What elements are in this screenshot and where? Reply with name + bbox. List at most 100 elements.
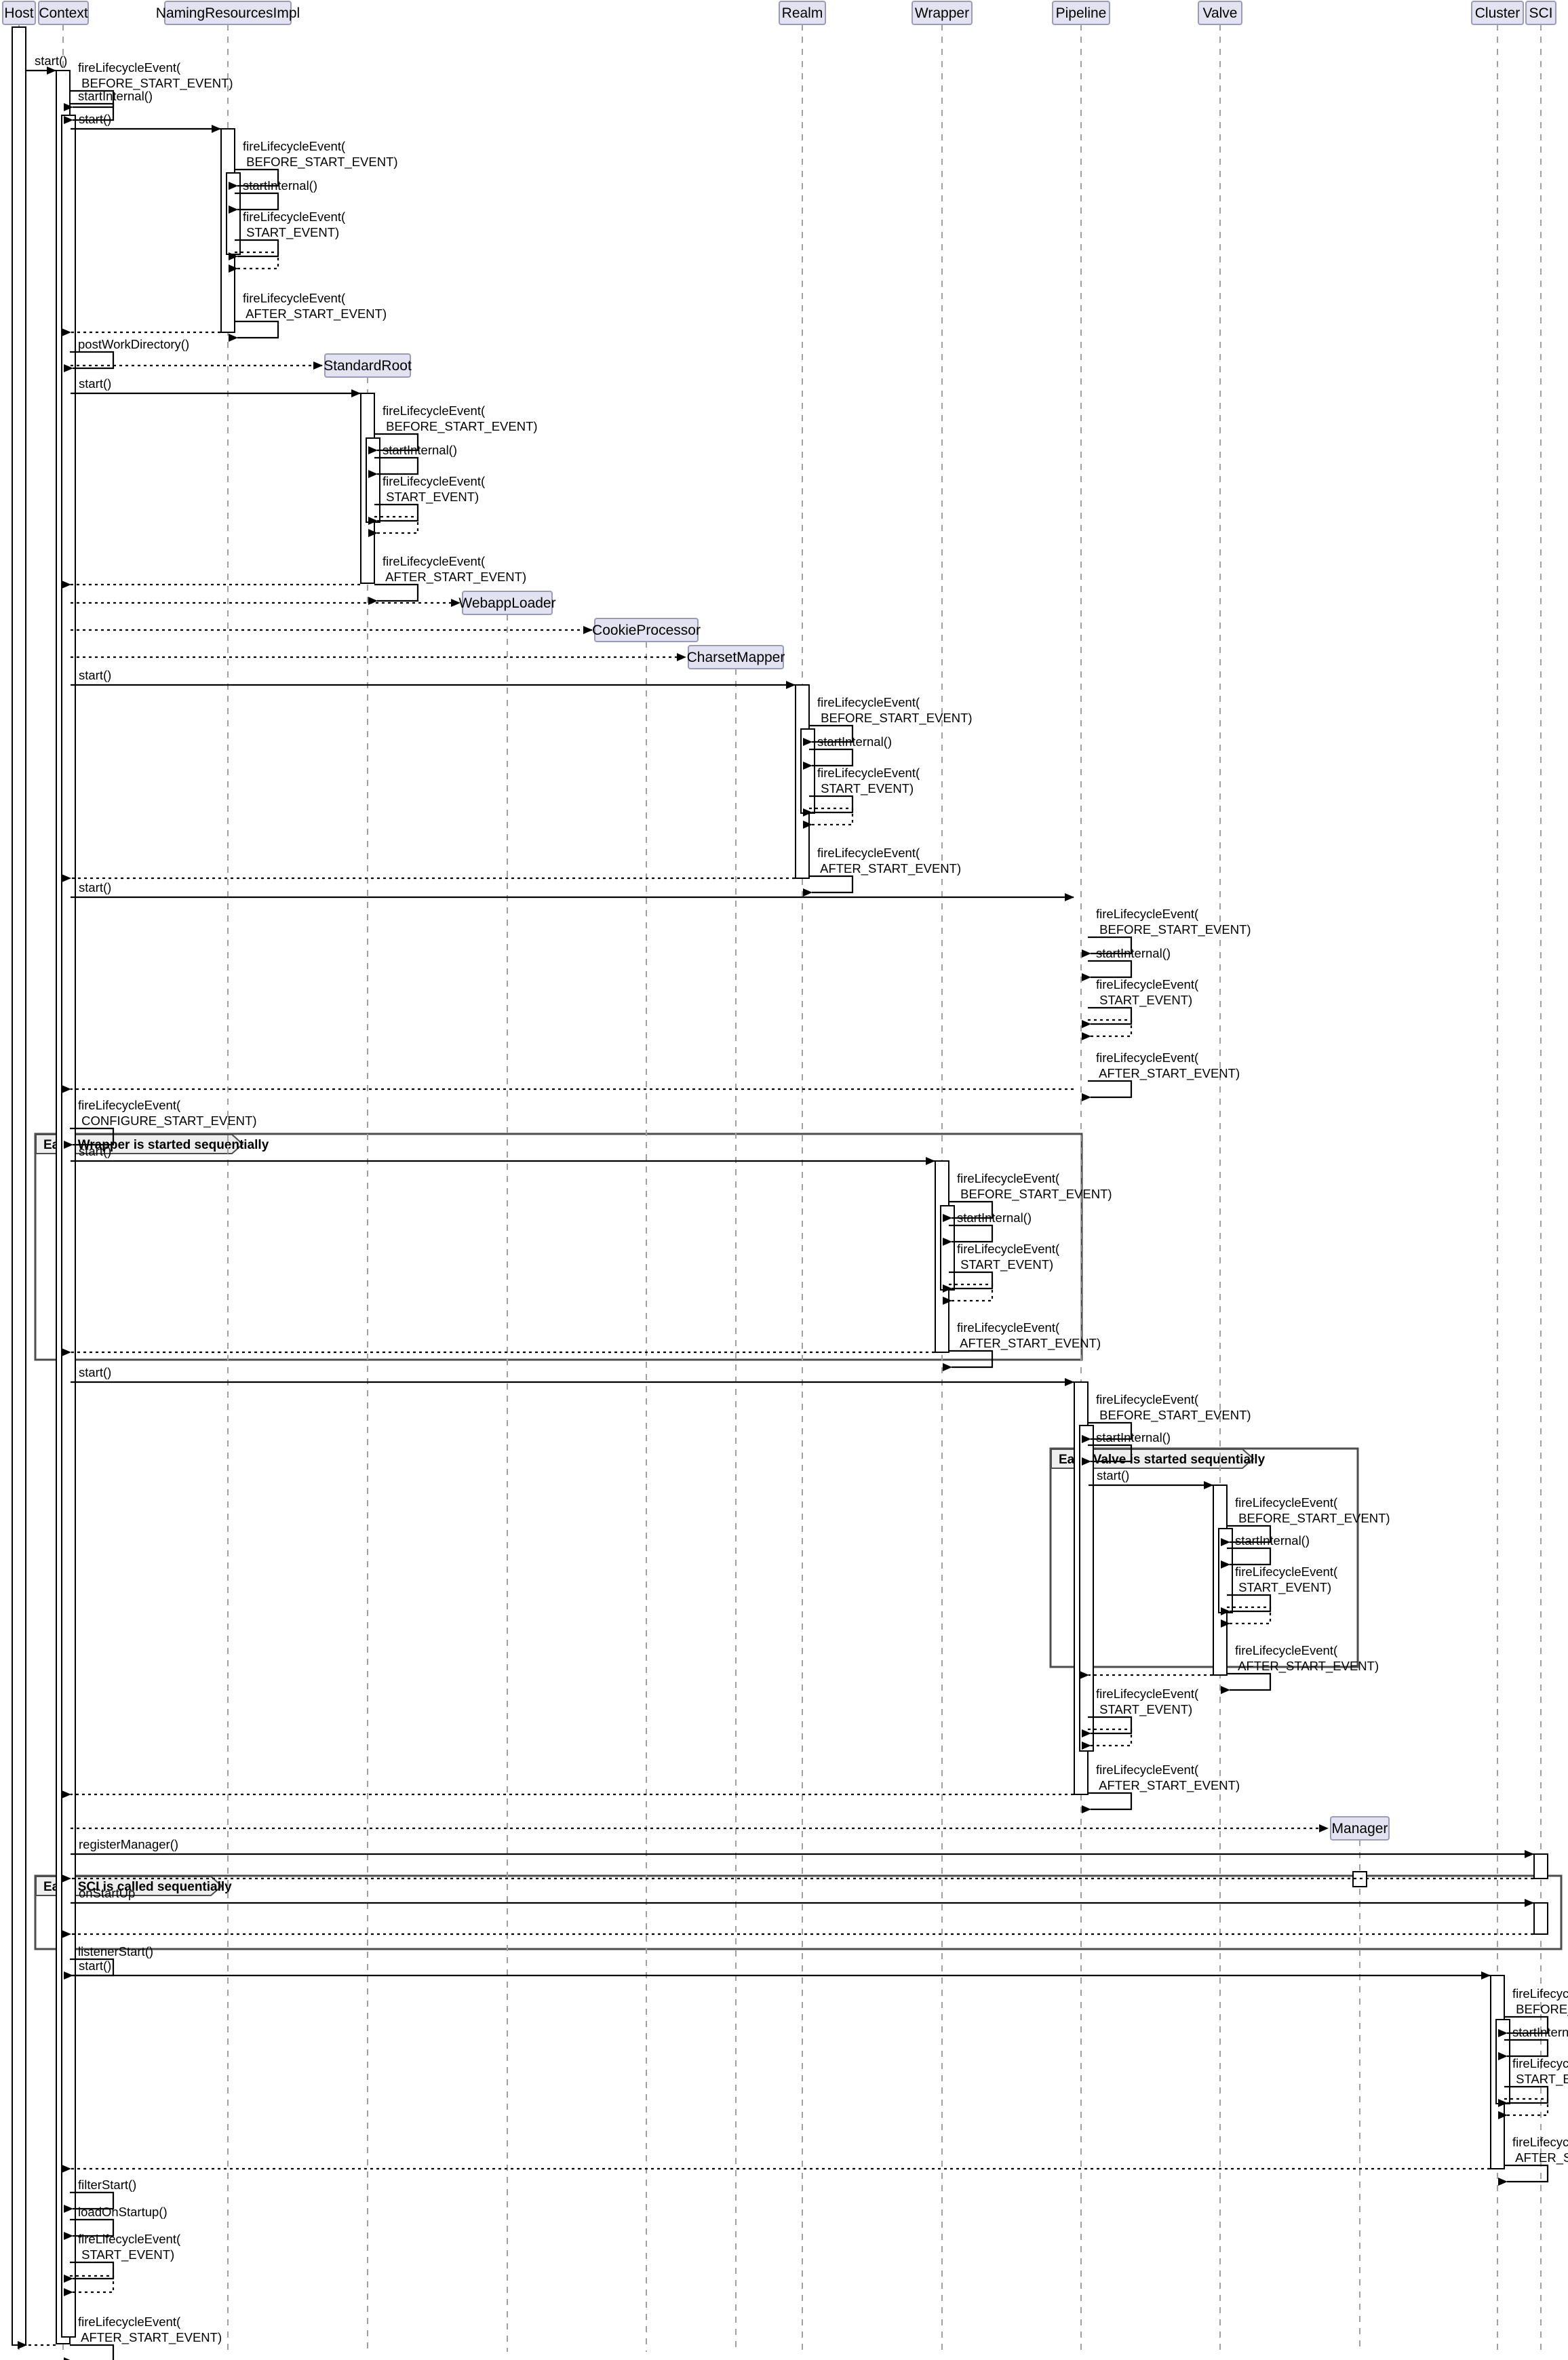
- message-label-m09: fireLifecycleEvent( AFTER_START_EVENT): [243, 291, 387, 321]
- message-label-m47: startInternal(): [1096, 1430, 1171, 1444]
- self-message-m11: [64, 351, 115, 372]
- message-label-m48: start(): [1097, 1468, 1129, 1482]
- participant-label-realm: Realm: [782, 5, 823, 21]
- participant-box-charset[interactable]: [688, 645, 784, 669]
- message-label-m45: start(): [79, 1365, 111, 1379]
- message-label-m07: fireLifecycleEvent( START_EVENT): [243, 210, 346, 240]
- self-message-m37: [64, 1127, 115, 1149]
- participant-box-wrapper[interactable]: [912, 1, 973, 25]
- participant-box-valve[interactable]: [1198, 1, 1242, 25]
- participant-box-host[interactable]: [2, 1, 36, 25]
- lifelines-layer: [18, 24, 1542, 2352]
- message-label-m62: onStartUp: [79, 1886, 135, 1900]
- self-message-m73: [64, 2218, 115, 2240]
- message-label-m31: fireLifecycleEvent( BEFORE_START_EVENT): [1096, 907, 1251, 937]
- message-label-m33: fireLifecycleEvent( START_EVENT): [1096, 977, 1199, 1008]
- self-message-m72: [64, 2191, 115, 2213]
- message-label-m24: fireLifecycleEvent( BEFORE_START_EVENT): [817, 695, 973, 726]
- self-message-m35: [1082, 1080, 1133, 1101]
- self-message-m09: [229, 320, 279, 342]
- message-label-m30: start(): [79, 880, 111, 894]
- self-message-m75: [64, 2275, 115, 2296]
- activation-bar-sci-16: [1533, 1853, 1548, 1879]
- self-message-m43: [943, 1350, 994, 1371]
- self-message-m18: [368, 583, 419, 605]
- message-label-m18: fireLifecycleEvent( AFTER_START_EVENT): [383, 554, 526, 585]
- self-message-m28: [803, 875, 854, 897]
- message-label-m53: fireLifecycleEvent( AFTER_START_EVENT): [1235, 1643, 1379, 1674]
- participant-label-wrapper: Wrapper: [915, 5, 969, 21]
- group-tab-sci-loop: [35, 1876, 223, 1896]
- message-label-m73: loadOnStartup(): [78, 2205, 168, 2219]
- self-message-m06: [229, 192, 279, 214]
- participant-label-cookie: CookieProcessor: [592, 623, 701, 638]
- self-message-m47: [1082, 1444, 1133, 1466]
- activation-bar-host-0: [12, 26, 26, 2346]
- self-message-m41: [943, 1271, 994, 1293]
- participant-label-root: StandardRoot: [324, 358, 412, 374]
- participant-box-pipeline[interactable]: [1052, 1, 1110, 25]
- participant-box-realm[interactable]: [779, 1, 826, 25]
- message-label-m05: fireLifecycleEvent( BEFORE_START_EVENT): [243, 139, 398, 170]
- message-label-m11: postWorkDirectory(): [78, 337, 189, 351]
- self-message-m17: [368, 515, 419, 537]
- participant-label-nri: NamingResourcesImpl: [156, 5, 300, 21]
- activation-bar-context-2: [61, 115, 76, 2338]
- group-tab-wrapper-loop: [35, 1134, 244, 1154]
- participant-box-root[interactable]: [324, 353, 411, 378]
- self-message-m31: [1082, 936, 1133, 958]
- message-label-m57: fireLifecycleEvent( AFTER_START_EVENT): [1096, 1763, 1240, 1793]
- participant-label-charset: CharsetMapper: [687, 650, 785, 665]
- self-message-m25: [803, 748, 854, 770]
- participant-box-loader[interactable]: [462, 591, 553, 615]
- self-message-m07: [229, 239, 279, 260]
- group-label-valve-loop: Each Valve is started sequentially: [1059, 1453, 1266, 1467]
- participant-box-sci[interactable]: [1525, 1, 1556, 25]
- self-message-m50: [1221, 1547, 1272, 1569]
- participant-box-cluster[interactable]: [1471, 1, 1524, 25]
- participant-label-context: Context: [39, 5, 88, 21]
- self-message-m34: [1082, 1019, 1133, 1040]
- message-label-m02: fireLifecycleEvent( BEFORE_START_EVENT): [78, 60, 233, 91]
- self-message-m15: [368, 456, 419, 478]
- group-frame-wrapper-loop: [34, 1133, 1083, 1361]
- activation-bar-cluster-19: [1495, 2019, 1510, 2104]
- message-label-m40: startInternal(): [957, 1211, 1032, 1225]
- self-message-m02: [64, 90, 115, 111]
- message-label-m03: startInternal(): [78, 89, 153, 103]
- self-message-m66: [1498, 2015, 1549, 2037]
- self-message-m16: [368, 503, 419, 525]
- group-label-sci-loop: Each SCI is called sequentially: [43, 1880, 232, 1894]
- message-label-m01: start(): [35, 54, 67, 68]
- participant-box-context[interactable]: [38, 1, 89, 25]
- activation-bar-sci-17: [1533, 1902, 1548, 1935]
- message-label-m65: start(): [79, 1959, 111, 1973]
- message-label-m49: fireLifecycleEvent( BEFORE_START_EVENT): [1235, 1495, 1390, 1526]
- self-message-m14: [368, 433, 419, 454]
- participant-box-nri[interactable]: [164, 1, 292, 25]
- self-message-m53: [1221, 1672, 1272, 1694]
- message-label-m16: fireLifecycleEvent( START_EVENT): [383, 474, 486, 505]
- group-label-wrapper-loop: Each Wrapper is started sequentially: [43, 1138, 269, 1152]
- messages-layer: start() fireLifecycleEvent( BEFORE_START_…: [18, 54, 1568, 2360]
- participant-box-manager[interactable]: [1330, 1816, 1390, 1841]
- self-message-m24: [803, 724, 854, 746]
- message-label-m50: startInternal(): [1235, 1533, 1310, 1548]
- self-message-m26: [803, 795, 854, 817]
- self-message-m67: [1498, 2039, 1549, 2060]
- message-label-m51: fireLifecycleEvent( START_EVENT): [1235, 1565, 1338, 1595]
- self-message-m39: [943, 1200, 994, 1222]
- message-label-m28: fireLifecycleEvent( AFTER_START_EVENT): [817, 846, 961, 876]
- self-message-m76: [64, 2344, 115, 2360]
- message-label-m64: listenerStart(): [78, 1944, 153, 1959]
- activation-bar-pipeline-12: [1079, 1425, 1094, 1752]
- participant-label-loader: WebappLoader: [458, 595, 555, 611]
- participant-box-cookie[interactable]: [594, 618, 699, 642]
- participant-label-manager: Manager: [1332, 1821, 1388, 1836]
- message-label-m76: fireLifecycleEvent( AFTER_START_EVENT): [78, 2315, 222, 2345]
- message-label-m68: fireLifecycleEvent( START_EVENT): [1512, 2056, 1568, 2087]
- group-tab-valve-loop: [1051, 1449, 1255, 1469]
- participant-label-host: Host: [4, 5, 33, 21]
- message-label-m15: startInternal(): [383, 443, 457, 457]
- self-message-m08: [229, 251, 279, 273]
